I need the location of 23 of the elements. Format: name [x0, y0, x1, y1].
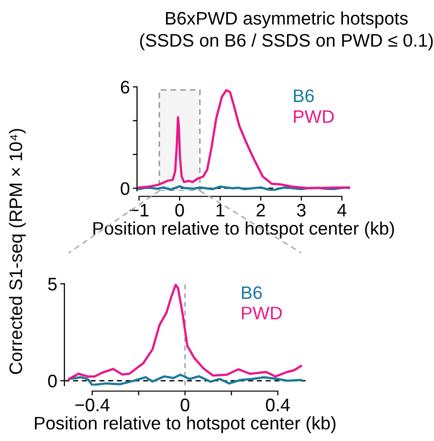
- y-axis-title: Corrected S1-seq (RPM × 10⁴): [8, 128, 26, 374]
- line-series: [68, 374, 302, 386]
- chart-title: B6xPWD asymmetric hotspots: [166, 11, 408, 28]
- x-tick-label: 0: [180, 398, 190, 412]
- chart-subtitle: (SSDS on B6 / SSDS on PWD ≤ 0.1): [140, 33, 433, 50]
- line-series: [68, 284, 302, 380]
- x-tick-label: 2: [256, 204, 265, 216]
- line-series: [138, 89, 350, 190]
- x-axis-title: Position relative to hotspot center (kb): [93, 222, 394, 238]
- x-tick-label: 4: [337, 204, 346, 216]
- x-tick-label: 3: [297, 204, 306, 217]
- x-tick-label: 0: [175, 204, 184, 217]
- x-axis-title: Position relative to hotspot center (kb): [34, 416, 336, 434]
- text: PWD: [294, 110, 334, 123]
- y-tick-label: 5: [48, 278, 57, 291]
- text: PWD: [242, 306, 282, 320]
- y-tick-label: 6: [120, 80, 130, 94]
- text: B6: [242, 286, 262, 300]
- x-tick-label: 0.4: [266, 398, 290, 412]
- text: B6: [294, 89, 314, 102]
- x-tick-label: −0.4: [75, 398, 110, 412]
- x-tick-label: 1: [216, 204, 224, 216]
- x-tick-label: −1: [130, 204, 148, 216]
